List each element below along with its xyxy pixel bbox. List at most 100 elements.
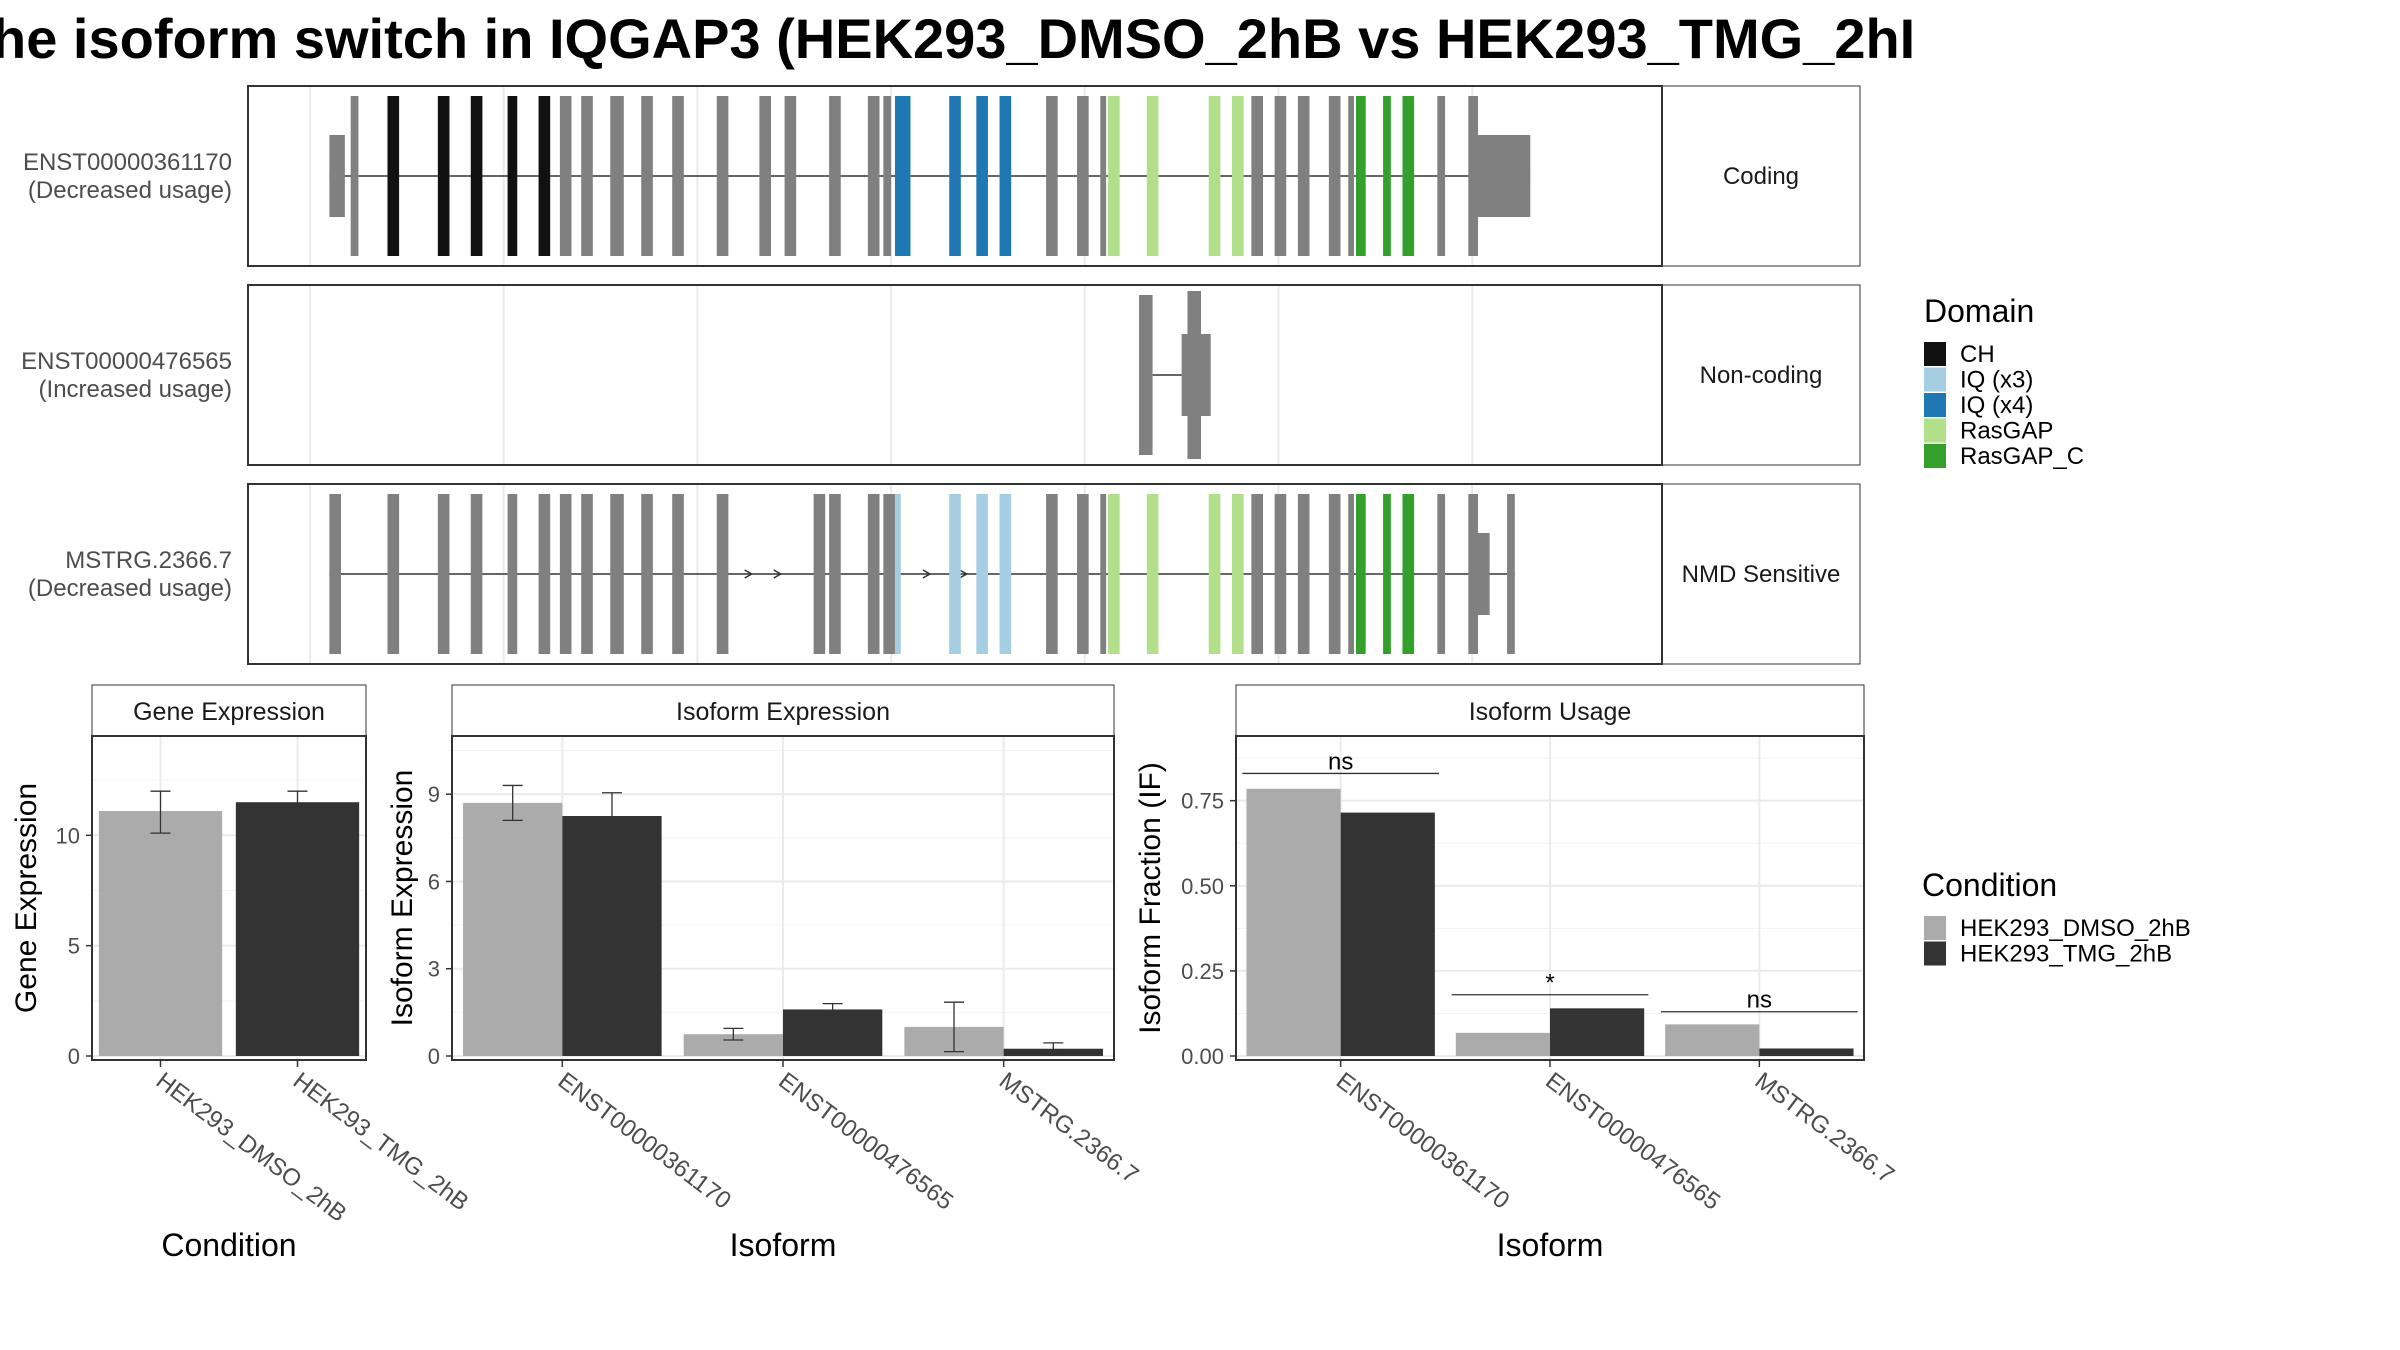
exon-none: [1468, 96, 1479, 256]
y-axis-label: Isoform Fraction (IF): [1134, 762, 1167, 1034]
transcript-panel-1: ENST00000476565(Increased usage) Non-codi…: [21, 284, 1861, 466]
exon-none: [1437, 96, 1446, 256]
exon-none: [437, 494, 450, 654]
y-tick-label: 0: [428, 1044, 440, 1069]
y-tick-label: 10: [56, 823, 80, 848]
exon-none: [829, 96, 841, 256]
y-tick-label: 5: [68, 934, 80, 959]
exon-none: [470, 494, 483, 654]
exon-none: [1100, 96, 1107, 256]
exon-ch: [470, 96, 483, 256]
domain-legend-swatch: [1924, 342, 1946, 366]
exon-none: [610, 494, 624, 654]
exon-none: [581, 494, 593, 654]
exon-rasgap-c: [1402, 96, 1415, 256]
x-tick-label: ENST00000476565: [1540, 1067, 1725, 1215]
exon-iq-x4-: [894, 96, 911, 256]
exon-none: [1077, 494, 1089, 654]
exon-ch: [538, 96, 551, 256]
transcript-class-label: NMD Sensitive: [1682, 561, 1841, 588]
y-tick-label: 0.75: [1181, 789, 1224, 814]
panel-strip: [91, 684, 367, 737]
exon-rasgap-c: [1355, 494, 1366, 654]
exon-none: [610, 96, 624, 256]
condition-legend-title: Condition: [1922, 867, 2057, 903]
transcript-class-label: Coding: [1723, 163, 1799, 190]
exon-none: [883, 96, 892, 256]
transcript-usage-label: (Increased usage): [39, 376, 232, 403]
y-tick-label: 9: [428, 782, 440, 807]
exon-iq-x4-: [976, 96, 988, 256]
domain-legend-label: CH: [1960, 341, 1995, 368]
exon-none: [672, 494, 684, 654]
x-axis-label: Condition: [161, 1227, 296, 1263]
exon-iq-x4-: [999, 96, 1012, 256]
transcript-class-label: Non-coding: [1700, 362, 1823, 389]
significance-label: ns: [1328, 748, 1353, 775]
bar: [1455, 1032, 1550, 1056]
exon-rasgap: [1146, 494, 1159, 654]
exon-none: [329, 494, 341, 654]
exon-none: [1100, 494, 1107, 654]
bar-panels: Gene Expression0510HEK293_DMSO_2hBHEK293…: [10, 684, 1899, 1263]
exon-none: [350, 96, 359, 256]
exon-none: [1297, 96, 1310, 256]
transcript-panel-0: ENST00000361170(Decreased usage) Coding: [23, 85, 1861, 267]
exon-rasgap: [1108, 494, 1120, 654]
exon-rasgap: [1232, 494, 1244, 654]
exon-rasgap: [1146, 96, 1159, 256]
strand-arrow: [773, 569, 783, 579]
exon-none: [641, 96, 653, 256]
exon-utr: [329, 135, 345, 217]
condition-legend-label: HEK293_TMG_2hB: [1960, 941, 2172, 968]
x-tick-label: MSTRG.2366.7: [994, 1067, 1143, 1189]
exon-utr: [1478, 533, 1490, 615]
y-tick-label: 0: [68, 1044, 80, 1069]
exon-none: [1046, 494, 1058, 654]
strand-arrow: [959, 569, 969, 579]
exon-none: [387, 494, 400, 654]
x-axis-label: Isoform: [730, 1227, 837, 1263]
exon-ch: [507, 96, 518, 256]
exon-none: [784, 96, 797, 256]
y-tick-label: 6: [428, 869, 440, 894]
class-strip: [1661, 483, 1861, 665]
exon-none: [1251, 494, 1264, 654]
strand-arrow: [744, 569, 754, 579]
bar-panel-2: Isoform Usage 0.00 0.25 0.50 0.75 ENST0000036…: [1134, 684, 1899, 1263]
bar: [562, 816, 662, 1056]
bar: [1550, 1008, 1645, 1056]
y-tick-label: 0.00: [1181, 1044, 1224, 1069]
domain-legend-swatch: [1924, 418, 1946, 443]
exon-none: [716, 96, 729, 256]
panel-background: [248, 285, 1662, 465]
exon-none: [1348, 96, 1355, 256]
exon-none: [1328, 96, 1341, 256]
exon-iq-x4-: [949, 96, 961, 256]
x-tick-label: MSTRG.2366.7: [1750, 1067, 1899, 1189]
bar: [1246, 788, 1341, 1056]
panel-border: [1235, 735, 1865, 1061]
exon-none: [1297, 494, 1310, 654]
exon-none: [716, 494, 729, 654]
exon-rasgap-c: [1355, 96, 1366, 256]
transcript-id-label: ENST00000476565: [21, 348, 232, 375]
panel-strip-title: Gene Expression: [133, 698, 325, 726]
exon-none: [759, 96, 772, 256]
exon-rasgap: [1232, 96, 1244, 256]
transcript-id-label: ENST00000361170: [23, 149, 232, 176]
panel-border: [247, 483, 1663, 665]
domain-legend-swatch: [1924, 393, 1946, 417]
exon-rasgap-c: [1383, 494, 1391, 654]
bar: [683, 1034, 783, 1056]
exon-none: [1139, 295, 1153, 455]
x-tick-label: ENST00000361170: [553, 1067, 736, 1214]
exon-none: [538, 494, 551, 654]
exon-none: [1274, 494, 1287, 654]
y-axis-label: Gene Expression: [10, 783, 43, 1013]
bar: [235, 802, 360, 1056]
x-tick-label: ENST00000361170: [1331, 1067, 1514, 1214]
exon-none: [813, 494, 826, 654]
